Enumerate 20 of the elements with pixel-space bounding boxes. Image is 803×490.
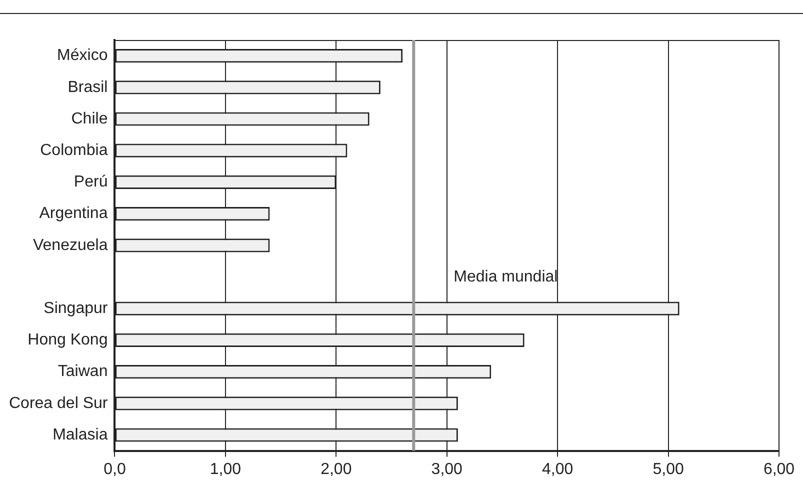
x-tick-label: 4,00 — [542, 460, 574, 478]
y-tick-label: México — [57, 47, 108, 64]
y-tick-label: Singapur — [44, 300, 108, 318]
y-tick-label: Malasia — [52, 426, 108, 444]
y-tick-label: Taiwan — [58, 363, 108, 380]
x-tick-label: 5,00 — [652, 460, 684, 478]
y-tick-label: Brasil — [68, 78, 108, 96]
y-tick-label: Venezuela — [32, 236, 108, 254]
y-tick-label: Hong Kong — [28, 332, 108, 349]
ref-line-label: Media mundial — [454, 268, 558, 286]
y-tick-label: Colombia — [40, 142, 108, 160]
y-tick-label: Argentina — [39, 205, 108, 222]
x-tick-label: 2,00 — [320, 460, 352, 478]
y-tick-label: Chile — [71, 110, 108, 128]
y-tick-label: Corea del Sur — [9, 394, 108, 412]
x-tick-label: 6,00 — [763, 460, 795, 478]
x-tick-label: 1,00 — [210, 460, 242, 478]
y-tick-label: Perú — [74, 174, 108, 191]
x-tick-label: 3,00 — [431, 460, 463, 478]
x-tick-label: 0,0 — [104, 460, 126, 478]
